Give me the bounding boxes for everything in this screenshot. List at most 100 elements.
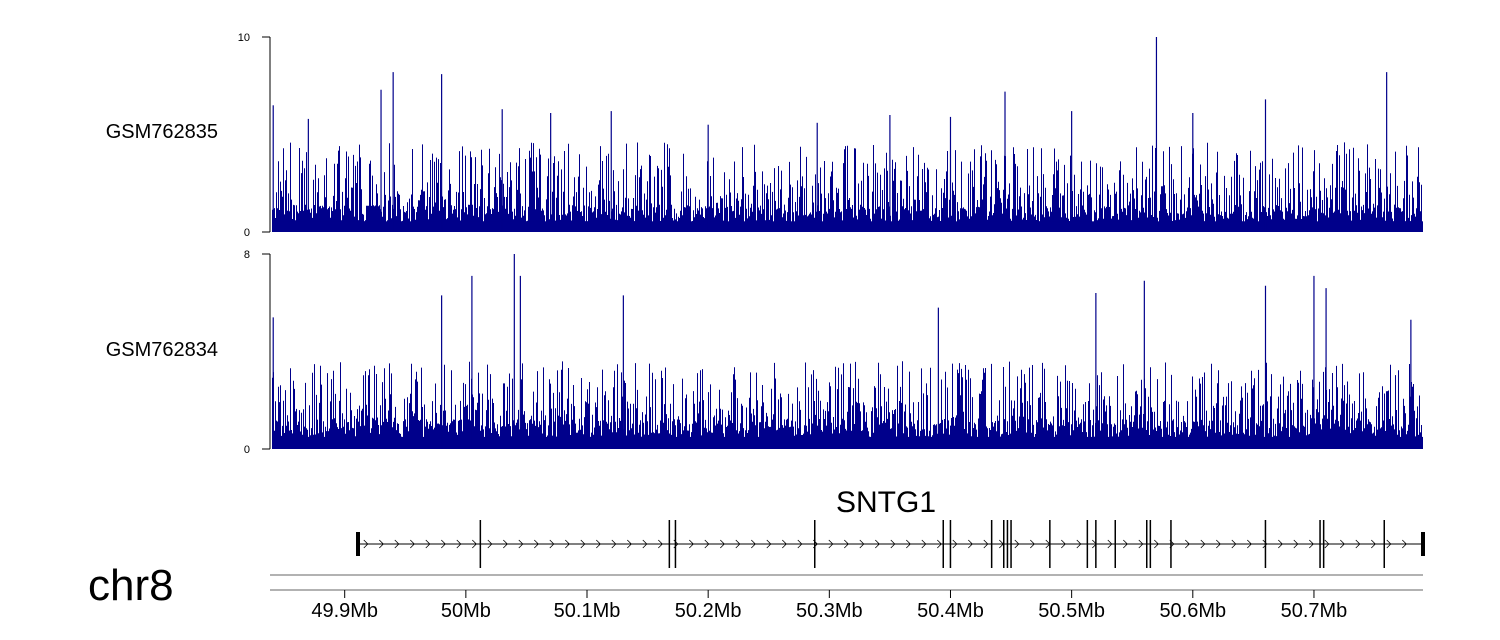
strand-arrow <box>782 539 787 549</box>
strand-arrow <box>363 539 369 549</box>
track-label-gsm762835: GSM762835 <box>106 121 218 143</box>
exon <box>1006 520 1009 568</box>
strand-arrow <box>828 539 834 549</box>
x-tick-label: 50.3Mb <box>796 600 863 622</box>
coverage-bars-gsm762834 <box>272 254 1423 449</box>
coverage-baseline <box>272 221 1423 232</box>
strand-arrow <box>565 539 570 549</box>
strand-arrow <box>1014 539 1020 549</box>
strand-arrow <box>1309 539 1314 549</box>
x-tick-label: 49.9Mb <box>311 600 378 622</box>
strand-arrow <box>720 539 725 549</box>
strand-arrow <box>1262 539 1268 549</box>
strand-arrow <box>1371 539 1376 549</box>
exon <box>814 520 816 568</box>
x-tick-label: 50.5Mb <box>1038 600 1105 622</box>
strand-arrow <box>1185 539 1190 549</box>
coverage-bars-gsm762835 <box>272 37 1423 232</box>
strand-arrow <box>596 539 601 549</box>
x-tick-label: 50.1Mb <box>554 600 621 622</box>
strand-arrow <box>518 539 524 549</box>
strand-arrow <box>1293 539 1299 549</box>
strand-arrow <box>425 539 431 549</box>
strand-arrow <box>1061 539 1066 549</box>
strand-arrow <box>1154 539 1159 549</box>
x-ticks: 49.9Mb 50Mb 50.1Mb 50.2Mb 50.3Mb 50.4Mb 50.5Mb… <box>311 590 1347 622</box>
exon <box>668 520 671 568</box>
strand-arrow <box>1402 539 1407 549</box>
strand-arrow <box>875 539 880 549</box>
strand-arrow <box>658 539 663 549</box>
strand-arrow <box>1278 539 1283 549</box>
track-gsm762835: GSM762835 10 0 <box>106 32 1423 239</box>
strand-arrow <box>580 539 586 549</box>
exon <box>1003 520 1005 568</box>
exon <box>1095 520 1097 568</box>
x-tick-label: 50Mb <box>441 600 491 622</box>
genome-axis: chr8 49.9Mb 50Mb 50.1Mb 50.2Mb 50.3Mb 50.4Mb 5… <box>88 561 1423 622</box>
strand-arrow <box>549 539 555 549</box>
strand-arrow <box>642 539 648 549</box>
exon <box>1319 520 1321 568</box>
strand-arrow <box>534 539 539 549</box>
strand-arrow <box>1386 539 1392 549</box>
strand-arrow <box>1138 539 1144 549</box>
strand-arrow <box>689 539 694 549</box>
strand-arrow <box>611 539 617 549</box>
strand-arrow <box>1216 539 1221 549</box>
gene-label: SNTG1 <box>836 486 936 519</box>
coverage-baseline <box>272 436 1423 449</box>
strand-arrow <box>1247 539 1252 549</box>
exon <box>1322 520 1325 568</box>
exon <box>479 520 482 568</box>
exon <box>1149 520 1152 568</box>
strand-arrow <box>456 539 462 549</box>
strand-arrow <box>797 539 803 549</box>
y-tick-label-max-gsm762835: 10 <box>238 32 250 44</box>
x-tick-label: 50.2Mb <box>675 600 742 622</box>
track-label-gsm762834: GSM762834 <box>106 339 218 361</box>
strand-arrow <box>704 539 710 549</box>
strand-arrow <box>859 539 865 549</box>
strand-arrow <box>410 539 415 549</box>
strand-arrow <box>766 539 772 549</box>
exon <box>949 520 952 568</box>
exon <box>1114 520 1116 568</box>
strand-arrow <box>906 539 911 549</box>
exon <box>942 520 944 568</box>
strand-arrow <box>952 539 958 549</box>
exon <box>1010 520 1012 568</box>
strand-arrow <box>1076 539 1082 549</box>
strand-arrow <box>1200 539 1206 549</box>
strand-arrow <box>1324 539 1330 549</box>
strand-arrow <box>627 539 632 549</box>
strand-arrow <box>751 539 756 549</box>
strand-arrow <box>394 539 400 549</box>
strand-arrow <box>983 539 989 549</box>
exon <box>1383 520 1385 568</box>
chromosome-label: chr8 <box>88 561 174 610</box>
strand-arrow <box>441 539 446 549</box>
strand-arrow <box>921 539 927 549</box>
strand-arrow <box>1030 539 1035 549</box>
exon <box>674 520 677 568</box>
strand-arrow <box>472 539 477 549</box>
exon <box>1049 520 1051 568</box>
gene-track: SNTG1 <box>356 486 1425 568</box>
x-tick-label: 50.4Mb <box>917 600 984 622</box>
strand-arrow <box>379 539 384 549</box>
strand-arrow <box>487 539 493 549</box>
exon <box>356 532 360 556</box>
strand-arrow <box>503 539 508 549</box>
strand-arrow <box>1123 539 1128 549</box>
strand-arrow <box>1355 539 1361 549</box>
exon <box>1264 520 1267 568</box>
gene-exons <box>356 520 1425 568</box>
exon <box>1170 520 1172 568</box>
exon <box>1146 520 1148 568</box>
exon <box>1086 520 1089 568</box>
strand-arrow <box>890 539 896 549</box>
strand-arrow <box>844 539 849 549</box>
strand-arrow <box>1231 539 1237 549</box>
